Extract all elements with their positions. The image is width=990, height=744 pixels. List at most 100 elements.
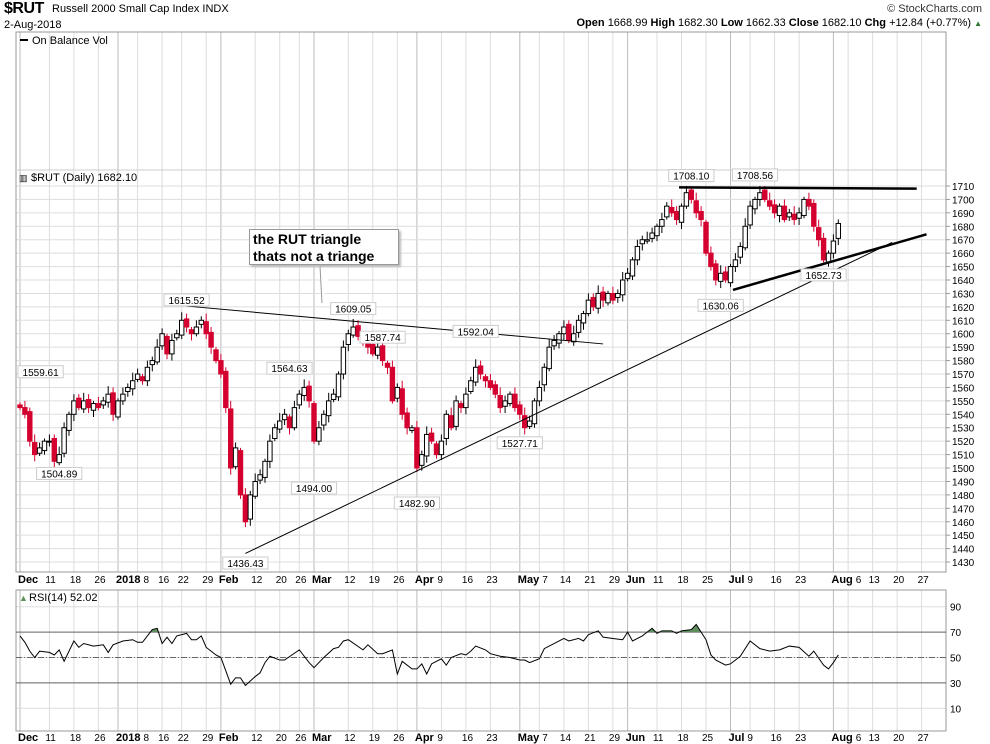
date-tick-label: 2018 (116, 732, 140, 744)
candle-up (81, 400, 87, 410)
candle-down (771, 204, 778, 214)
date-tick-label: Apr (415, 574, 435, 586)
rsi-legend: ▲ RSI(14) 52.02 (19, 592, 97, 604)
date-tick-label: 11 (653, 733, 664, 744)
date-tick-label: Aug (831, 574, 852, 586)
price-tick-label: 1640 (952, 276, 975, 287)
date-tick-label: 7 (542, 575, 548, 586)
price-tick-label: 1710 (952, 182, 975, 193)
trendline (732, 233, 927, 292)
candle (419, 450, 425, 471)
candle-down (389, 366, 396, 402)
date-tick-label: 25 (702, 733, 714, 744)
candle (149, 356, 156, 372)
date-tick-label: Apr (415, 732, 435, 744)
candle (571, 325, 577, 346)
price-label-box (266, 361, 313, 375)
candle-down (414, 427, 420, 469)
trendline (679, 186, 917, 190)
candle-down (237, 450, 244, 496)
candle (56, 446, 62, 466)
candle (517, 400, 523, 420)
open-label: Open (576, 17, 605, 29)
close-label: Close (788, 17, 819, 29)
candle (678, 203, 685, 229)
price-label: 1615.52 (163, 293, 210, 307)
candle-up (419, 454, 425, 466)
candle-down (164, 335, 170, 355)
candle (340, 340, 347, 380)
candle (473, 359, 479, 387)
candle-up (394, 386, 401, 399)
candle-up (159, 333, 165, 347)
price-tick-label: 1450 (952, 531, 975, 542)
price-label: 1630.06 (697, 298, 744, 312)
candle-down (51, 437, 57, 462)
candle-down (816, 227, 822, 241)
candle (27, 407, 33, 447)
candle-up (262, 460, 268, 478)
candle (713, 259, 719, 286)
candle-up (326, 400, 332, 417)
date-tick-label: 26 (295, 733, 307, 744)
candle (522, 407, 528, 435)
candle (487, 374, 494, 391)
candle-up (120, 393, 126, 402)
candle (409, 425, 415, 434)
candle-up (321, 413, 327, 426)
candle-up (438, 440, 445, 456)
price-label-text: 1587.74 (365, 333, 402, 344)
candle (36, 442, 43, 456)
candle-up (463, 393, 469, 409)
candle-down (806, 198, 812, 207)
candle (41, 438, 48, 455)
candle-up (257, 474, 263, 481)
candle (732, 253, 739, 272)
candle (747, 200, 753, 229)
candle-up (536, 386, 543, 402)
candle-up (125, 386, 131, 392)
price-tick-label: 1500 (952, 464, 975, 475)
date-tick-label: 18 (678, 733, 690, 744)
candle (673, 206, 680, 225)
price-legend-label: $RUT (Daily) 1682.10 (31, 172, 137, 184)
date-tick-label: Mar (312, 574, 332, 586)
high-value: 1682.30 (678, 17, 718, 29)
candle-up (130, 380, 136, 390)
date-tick-label: 6 (856, 575, 862, 586)
price-tick-label: 1530 (952, 424, 975, 435)
candle (389, 360, 396, 404)
candle (546, 339, 552, 372)
candle-up (634, 245, 641, 261)
candle-up (624, 272, 631, 280)
candle (115, 398, 121, 420)
candle (737, 242, 743, 264)
date-tick-label: 19 (369, 733, 381, 744)
price-label-box (359, 330, 406, 344)
candle-up (100, 400, 106, 406)
candle (188, 327, 195, 341)
trendlines (186, 186, 927, 554)
candle (286, 414, 293, 435)
candle-up (742, 225, 748, 249)
candle-up (316, 427, 322, 442)
candle-up (747, 205, 753, 226)
rsi-series (19, 623, 839, 687)
candle-down (497, 395, 503, 409)
candle-up (350, 326, 356, 336)
date-tick-label: 25 (702, 575, 714, 586)
candle (208, 327, 214, 354)
date-tick-label: 8 (143, 733, 149, 744)
price-label-text: 1559.61 (23, 368, 60, 379)
price-label-text: 1494.00 (296, 484, 333, 495)
candle (492, 380, 499, 399)
candle-down (590, 296, 596, 308)
candle-up (683, 192, 690, 207)
chg-value: +12.84 (+0.77%) (889, 17, 972, 29)
date-tick-label: Feb (219, 574, 239, 586)
candle-up (502, 400, 508, 407)
rsi-overbought-fill (20, 624, 839, 633)
candle-down (379, 345, 386, 362)
candle-down (428, 432, 435, 442)
